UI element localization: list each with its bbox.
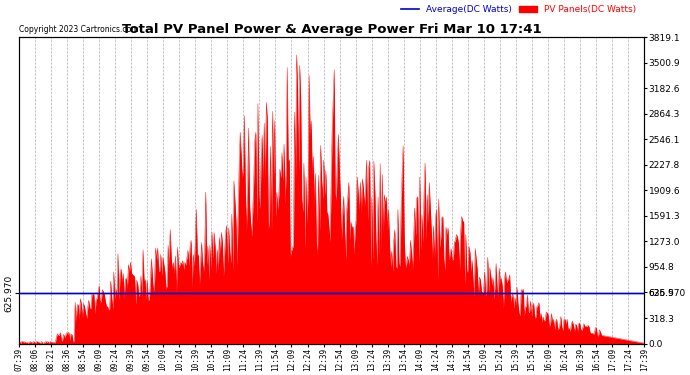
- Legend: Average(DC Watts), PV Panels(DC Watts): Average(DC Watts), PV Panels(DC Watts): [397, 2, 640, 18]
- Title: Total PV Panel Power & Average Power Fri Mar 10 17:41: Total PV Panel Power & Average Power Fri…: [121, 23, 542, 36]
- Text: Copyright 2023 Cartronics.com: Copyright 2023 Cartronics.com: [19, 25, 138, 34]
- Text: 625.970: 625.970: [649, 289, 686, 298]
